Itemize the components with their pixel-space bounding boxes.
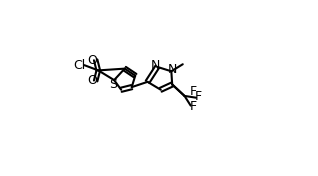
Text: F: F xyxy=(190,100,197,113)
Text: S: S xyxy=(109,78,117,91)
Text: Cl: Cl xyxy=(74,59,86,72)
Text: O: O xyxy=(87,74,97,87)
Text: O: O xyxy=(87,54,97,67)
Text: N: N xyxy=(151,59,161,72)
Text: F: F xyxy=(190,85,197,98)
Text: N: N xyxy=(168,63,177,76)
Text: F: F xyxy=(195,90,202,103)
